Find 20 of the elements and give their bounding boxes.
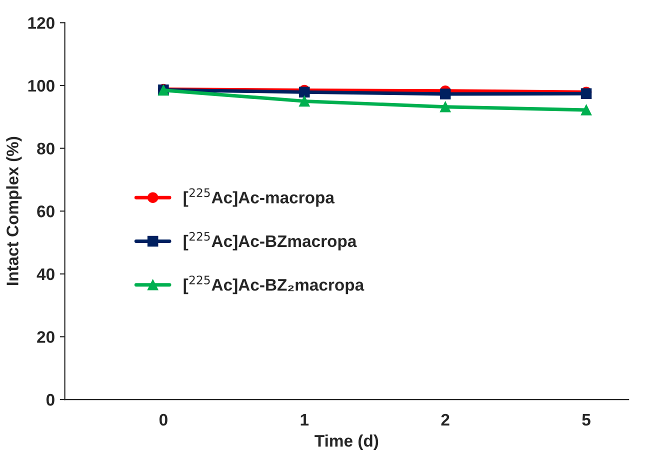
y-tick-label: 60 [37, 206, 54, 218]
y-tick-label: 20 [37, 331, 54, 343]
y-tick-label: 40 [36, 268, 54, 280]
point [440, 88, 451, 100]
x-tick-label: 1 [300, 414, 309, 426]
x-axis-title: Time (d) [314, 434, 378, 450]
y-tick-label: 80 [37, 142, 54, 155]
point [299, 96, 310, 107]
y-tick-label: 0 [46, 394, 54, 406]
y-tick-label: 100 [28, 80, 54, 92]
legend-label: [$^{225}$Ac]Ac-macropa [184, 188, 335, 207]
x-tick-label: 5 [582, 414, 590, 426]
y-axis-title: Intact Complex (%) [6, 136, 22, 285]
point [580, 104, 592, 116]
x-tick-label: 0 [159, 414, 168, 426]
legend-label: [$^{225}$Ac]Ac-BZ₂macropa [184, 276, 364, 294]
y-tick-label: 120 [28, 17, 54, 29]
point [440, 101, 451, 112]
x-tick-label: 2 [441, 414, 450, 426]
legend-label: [$^{225}$Ac]Ac-BZmacropa [184, 232, 357, 250]
